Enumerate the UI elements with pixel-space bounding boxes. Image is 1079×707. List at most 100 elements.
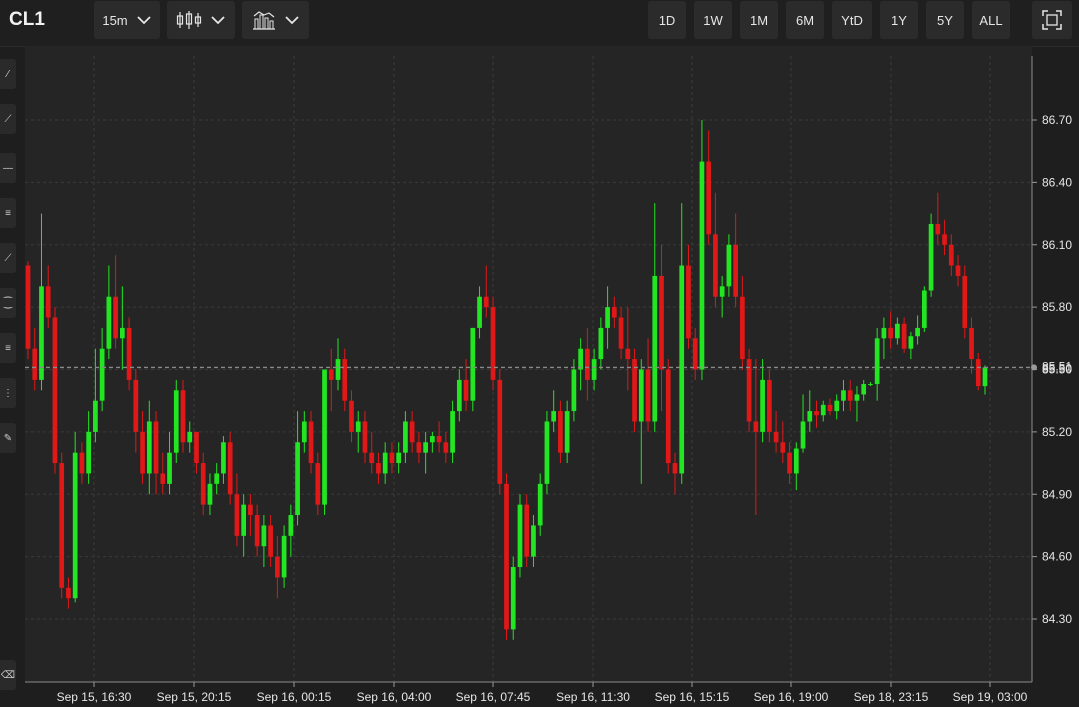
candle-down — [369, 452, 375, 464]
plot-area — [25, 46, 1032, 682]
y-tick-label: 86.40 — [1042, 175, 1072, 189]
candle-up — [214, 473, 220, 484]
candle-up — [868, 384, 873, 386]
candle-down — [389, 452, 395, 464]
candle-down — [362, 421, 368, 453]
candle-down — [416, 442, 422, 453]
range-button-1y[interactable]: 1Y — [880, 1, 918, 39]
candle-up — [591, 359, 597, 380]
trend-line-icon[interactable]: ⟋ — [0, 104, 16, 134]
range-button-all[interactable]: ALL — [972, 1, 1010, 39]
candle-down — [113, 296, 118, 339]
range-button-1m[interactable]: 1M — [740, 1, 778, 39]
range-button-1d[interactable]: 1D — [648, 1, 686, 39]
candle-up — [921, 290, 927, 328]
candle-down — [969, 327, 974, 360]
fullscreen-icon — [1042, 10, 1062, 30]
candle-down — [847, 390, 853, 401]
x-tick-label: Sep 16, 00:15 — [257, 690, 332, 704]
chart-type-dropdown[interactable] — [167, 1, 235, 39]
candle-up — [578, 348, 583, 370]
candle-up — [470, 327, 476, 401]
candle-up — [807, 411, 813, 422]
x-tick-label: Sep 16, 15:15 — [655, 690, 730, 704]
candle-down — [25, 265, 31, 349]
brush-icon[interactable]: ✎ — [0, 423, 16, 453]
fullscreen-button[interactable] — [1032, 1, 1072, 39]
candle-down — [463, 379, 469, 401]
candle-down — [409, 421, 415, 443]
candle-down — [935, 223, 941, 235]
drawing-tools-sidebar: ⁄ ⟋ — ≡ ⟋ ⁐ ≡ ⋮ ✎ ⌫ — [0, 47, 18, 707]
candle-up — [531, 525, 536, 557]
last-price-label: 85.51 — [1042, 359, 1072, 373]
candle-down — [659, 275, 664, 370]
candle-down — [746, 359, 752, 422]
candle-down — [342, 359, 348, 401]
candlestick-icon — [176, 11, 202, 29]
fib-timezone-icon[interactable]: ≡ — [0, 333, 16, 363]
candle-up — [760, 379, 765, 432]
eraser-icon[interactable]: ⌫ — [0, 660, 16, 690]
pitchfork-icon[interactable]: ⟋ — [0, 243, 16, 273]
candle-up — [99, 348, 105, 401]
candle-up — [477, 296, 482, 328]
candle-down — [133, 379, 139, 432]
candle-down — [686, 265, 691, 339]
candle-down — [328, 369, 334, 380]
candle-up — [221, 442, 226, 474]
candle-up — [908, 336, 914, 349]
range-button-5y[interactable]: 5Y — [926, 1, 964, 39]
chevron-down-icon — [211, 16, 225, 25]
arc-icon[interactable]: ⁐ — [0, 288, 16, 318]
top-toolbar: CL1 15m 1D 1W 1M 6M YtD 1Y 5Y ALL — [0, 0, 1079, 47]
horizontal-line-icon[interactable]: — — [0, 153, 16, 183]
range-button-6m[interactable]: 6M — [786, 1, 824, 39]
candle-up — [146, 421, 152, 474]
fib-fan-icon[interactable]: ⋮ — [0, 378, 16, 408]
last-price-marker — [1031, 364, 1037, 371]
y-tick-label: 84.90 — [1042, 487, 1072, 501]
candle-up — [881, 327, 887, 339]
candle-up — [295, 442, 300, 516]
candle-down — [780, 442, 786, 453]
candle-down — [234, 494, 240, 536]
x-tick-label: Sep 16, 11:30 — [556, 690, 630, 704]
candle-down — [645, 369, 651, 422]
candle-down — [227, 442, 233, 495]
candle-down — [504, 483, 509, 630]
candle-up — [167, 452, 172, 484]
candle-down — [625, 348, 631, 360]
candle-up — [456, 379, 462, 412]
candle-up — [288, 515, 294, 536]
candle-up — [241, 504, 247, 536]
x-tick-label: Sep 18, 23:15 — [854, 690, 929, 704]
candle-up — [726, 244, 732, 287]
candle-up — [719, 286, 725, 297]
candle-down — [733, 244, 738, 297]
indicators-dropdown[interactable] — [242, 1, 309, 39]
candle-up — [423, 442, 428, 453]
candle-down — [665, 369, 671, 464]
chevron-down-icon — [137, 16, 151, 25]
candle-down — [443, 442, 449, 453]
candle-up — [86, 431, 92, 474]
range-button-ytd[interactable]: YtD — [832, 1, 872, 39]
pencil-icon[interactable]: ⁄ — [0, 59, 16, 89]
candle-down — [773, 431, 779, 443]
candle-up — [605, 307, 610, 328]
x-tick-label: Sep 16, 07:45 — [456, 690, 531, 704]
interval-dropdown[interactable]: 15m — [94, 1, 160, 39]
candle-down — [942, 234, 947, 245]
fib-retracement-icon[interactable]: ≡ — [0, 198, 16, 228]
range-button-1w[interactable]: 1W — [694, 1, 732, 39]
candle-down — [349, 400, 354, 432]
candle-down — [766, 379, 772, 432]
candle-down — [268, 525, 273, 557]
candle-up — [834, 400, 840, 412]
candle-down — [275, 556, 280, 578]
candle-up — [544, 421, 550, 484]
candle-down — [436, 436, 442, 443]
candle-up — [510, 567, 516, 630]
